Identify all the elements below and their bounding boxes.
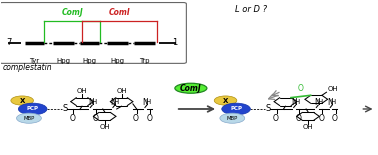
Text: Trp: Trp <box>139 58 150 64</box>
Text: O: O <box>332 114 338 123</box>
Text: O: O <box>298 84 304 93</box>
Text: Hpg: Hpg <box>57 58 71 64</box>
Text: H: H <box>91 99 96 105</box>
Text: ComI: ComI <box>108 8 130 17</box>
Text: PCP: PCP <box>230 106 242 111</box>
Text: N: N <box>291 98 297 107</box>
Text: H: H <box>294 99 300 105</box>
Circle shape <box>19 103 47 115</box>
Text: S: S <box>266 104 271 113</box>
Text: N: N <box>328 98 333 107</box>
Text: H: H <box>317 99 322 105</box>
Circle shape <box>17 113 41 123</box>
Text: PCP: PCP <box>27 106 39 111</box>
Text: Hpg: Hpg <box>82 58 96 64</box>
Text: 7: 7 <box>6 38 12 47</box>
Circle shape <box>220 113 245 123</box>
Text: OH: OH <box>328 86 339 92</box>
Circle shape <box>11 96 34 105</box>
Text: O: O <box>147 114 152 123</box>
Circle shape <box>214 96 237 105</box>
Text: O: O <box>70 114 76 123</box>
Text: X: X <box>223 97 228 104</box>
Circle shape <box>222 103 250 115</box>
Text: OH: OH <box>116 88 127 94</box>
Text: H: H <box>145 99 150 105</box>
Text: Hpg: Hpg <box>111 58 125 64</box>
Text: L or D ?: L or D ? <box>235 5 267 14</box>
FancyBboxPatch shape <box>0 2 186 63</box>
Text: OH: OH <box>99 124 110 130</box>
Text: OH: OH <box>303 124 313 130</box>
Text: MBP: MBP <box>23 116 34 121</box>
Text: O: O <box>296 114 302 123</box>
Text: complestatin: complestatin <box>3 63 52 72</box>
Text: S: S <box>62 104 68 113</box>
Text: ComJ: ComJ <box>180 84 202 93</box>
Text: Tyr: Tyr <box>29 58 40 64</box>
Text: H: H <box>331 99 336 105</box>
Text: OH: OH <box>77 88 87 94</box>
Text: O: O <box>133 114 139 123</box>
Text: N: N <box>88 98 94 107</box>
Text: H: H <box>114 99 119 105</box>
Text: O: O <box>318 114 324 123</box>
Text: N: N <box>314 98 319 107</box>
Ellipse shape <box>175 83 207 93</box>
Text: X: X <box>20 97 25 104</box>
Text: ComJ: ComJ <box>61 8 83 17</box>
Text: 1: 1 <box>172 38 178 47</box>
Text: O: O <box>273 114 279 123</box>
Text: N: N <box>143 98 148 107</box>
Text: N: N <box>110 98 116 107</box>
Text: O: O <box>92 114 98 123</box>
Text: MBP: MBP <box>227 116 238 121</box>
